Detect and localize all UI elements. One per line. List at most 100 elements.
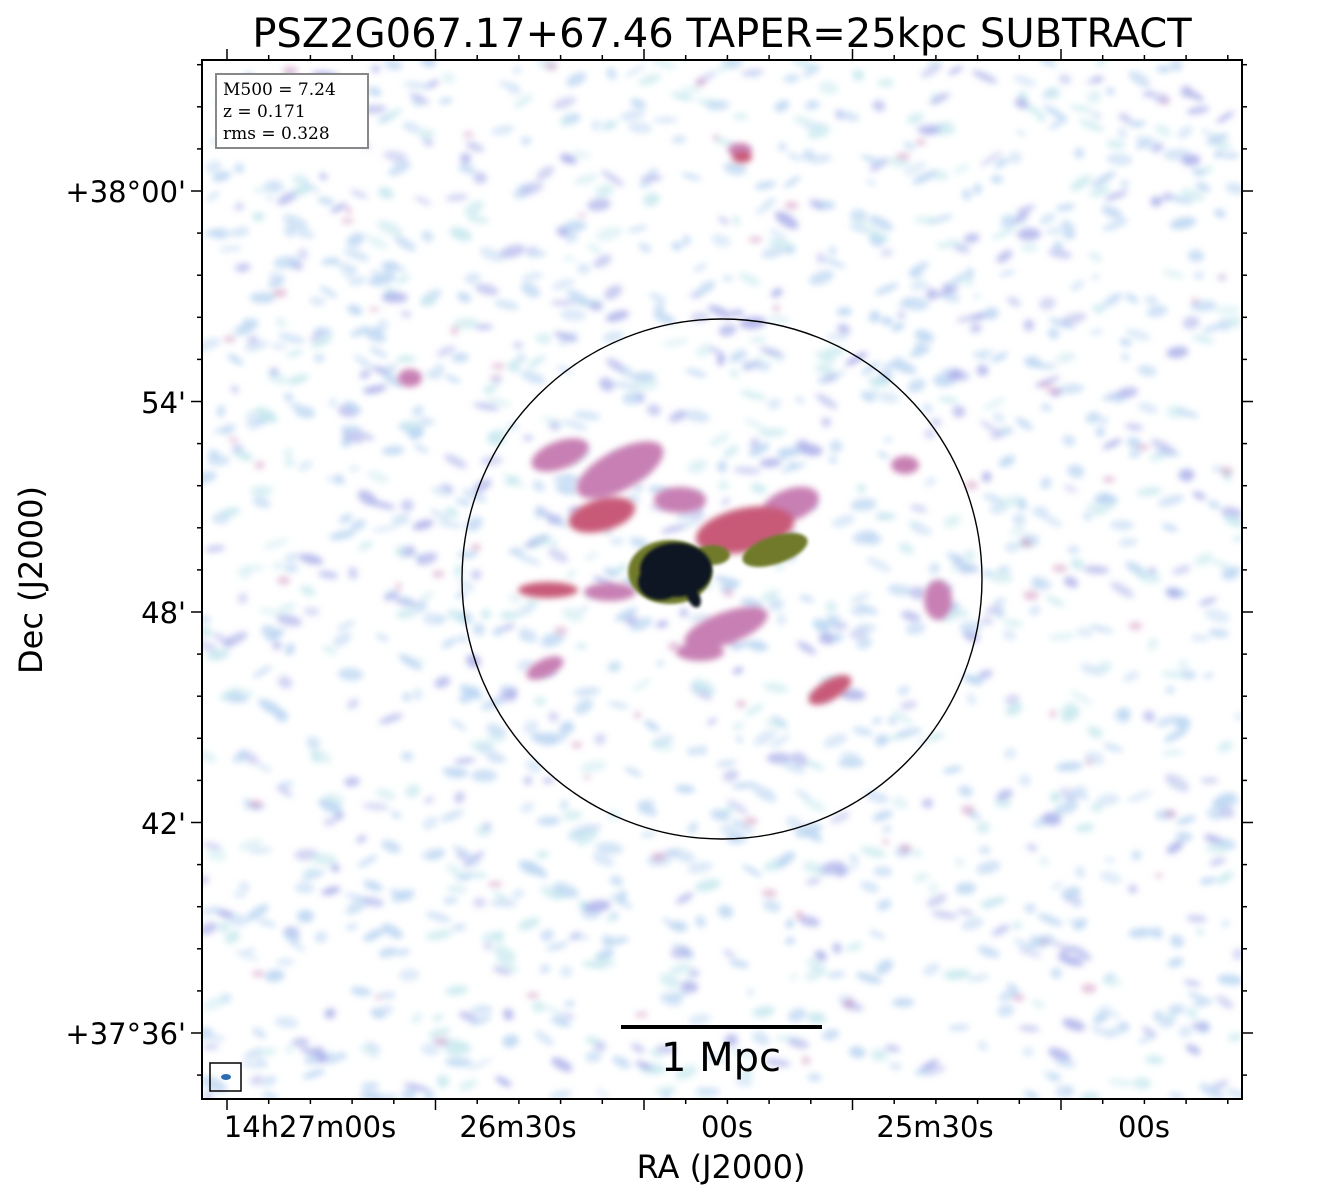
noise-blob: [938, 121, 953, 128]
noise-blob: [203, 996, 227, 1011]
noise-blob: [205, 160, 222, 173]
noise-blob: [961, 917, 984, 931]
noise-blob: [359, 370, 371, 379]
noise-blob: [328, 398, 338, 408]
noise-blob: [444, 506, 459, 519]
noise-blob: [1170, 934, 1184, 948]
dec-tick-label: 42': [141, 807, 186, 841]
noise-blob: [445, 193, 469, 202]
noise-blob: [910, 523, 933, 536]
noise-blob: [856, 604, 879, 615]
noise-blob: [998, 269, 1016, 277]
noise-blob: [754, 180, 777, 190]
noise-blob: [381, 261, 399, 272]
noise-blob: [573, 687, 601, 697]
noise-blob: [1146, 305, 1168, 318]
noise-blob: [1067, 464, 1085, 478]
noise-blob: [994, 157, 1009, 169]
noise-blob: [873, 866, 893, 877]
noise-blob: [264, 180, 284, 193]
noise-blob: [1181, 154, 1201, 166]
noise-blob: [433, 363, 445, 376]
noise-blob: [473, 897, 487, 908]
noise-blob: [434, 676, 451, 689]
noise-blob: [1150, 196, 1162, 207]
noise-blob: [403, 1083, 430, 1092]
noise-blob: [752, 1031, 770, 1046]
noise-blob: [319, 172, 328, 180]
noise-blob: [525, 246, 539, 254]
noise-blob: [1178, 468, 1195, 482]
x-axis-label: RA (J2000): [637, 1148, 806, 1186]
noise-blob: [997, 565, 1011, 572]
noise-blob: [273, 256, 299, 269]
noise-blob: [520, 802, 535, 814]
noise-blob: [1191, 297, 1199, 305]
noise-blob: [296, 229, 315, 239]
noise-blob: [291, 174, 308, 184]
noise-blob: [891, 796, 909, 809]
noise-blob: [433, 1014, 444, 1022]
noise-blob: [1022, 1047, 1034, 1057]
noise-blob: [265, 195, 275, 202]
noise-blob: [299, 553, 324, 565]
noise-blob: [1154, 124, 1172, 137]
noise-blob: [761, 889, 777, 898]
noise-blob: [450, 719, 467, 731]
noise-blob: [426, 850, 446, 861]
noise-blob: [646, 403, 661, 416]
noise-blob: [839, 752, 860, 760]
noise-blob: [384, 61, 403, 70]
noise-blob: [350, 986, 372, 997]
noise-blob: [825, 600, 838, 613]
noise-blob: [464, 200, 484, 217]
noise-blob: [671, 135, 687, 144]
noise-blob: [371, 525, 398, 532]
noise-blob: [696, 343, 712, 358]
noise-blob: [611, 663, 620, 671]
noise-blob: [950, 565, 960, 572]
noise-blob: [1079, 119, 1105, 132]
noise-blob: [216, 909, 234, 918]
noise-blob: [913, 872, 929, 883]
noise-blob: [659, 973, 681, 989]
noise-blob: [629, 537, 649, 549]
noise-blob: [1176, 815, 1197, 825]
beam-ellipse: [221, 1074, 231, 1080]
noise-blob: [475, 824, 493, 837]
noise-blob: [467, 215, 490, 224]
noise-blob: [1212, 792, 1237, 809]
noise-blob: [802, 861, 827, 876]
noise-blob: [801, 1056, 811, 1065]
noise-blob: [1104, 856, 1115, 864]
noise-blob: [398, 653, 423, 671]
noise-blob: [609, 875, 624, 887]
noise-blob: [938, 396, 959, 403]
noise-blob: [203, 922, 218, 935]
noise-blob: [823, 733, 848, 748]
emission-blob: [576, 441, 664, 499]
noise-blob: [912, 170, 938, 185]
noise-blob: [444, 375, 461, 384]
noise-blob: [565, 232, 579, 244]
noise-blob: [1014, 98, 1029, 109]
noise-blob: [874, 282, 899, 295]
noise-blob: [1018, 948, 1043, 958]
noise-blob: [425, 929, 453, 941]
noise-blob: [865, 178, 877, 187]
noise-blob: [948, 368, 963, 380]
noise-blob: [807, 1012, 827, 1024]
noise-blob: [662, 338, 689, 347]
noise-blob: [340, 218, 354, 224]
noise-blob: [367, 470, 389, 484]
noise-blob: [696, 745, 707, 756]
noise-blob: [258, 1047, 277, 1057]
noise-blob: [458, 1011, 479, 1023]
noise-blob: [687, 459, 708, 474]
noise-blob: [1183, 980, 1201, 987]
noise-blob: [739, 1067, 754, 1079]
noise-blob: [1023, 590, 1039, 601]
noise-blob: [458, 164, 477, 174]
noise-blob: [363, 896, 384, 908]
